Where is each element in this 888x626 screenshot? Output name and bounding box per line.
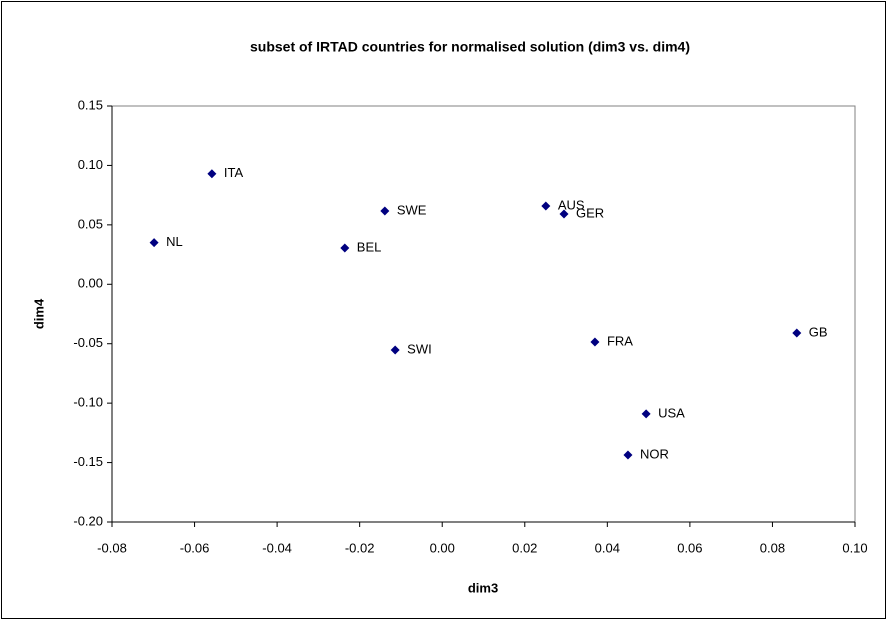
data-point — [340, 243, 350, 253]
x-tick-label: 0.10 — [842, 540, 867, 555]
data-point — [641, 409, 651, 419]
point-label: SWI — [407, 341, 432, 356]
x-tick-label: -0.06 — [180, 540, 210, 555]
data-point — [390, 345, 400, 355]
point-label: AUS — [558, 197, 585, 212]
plot-area — [111, 105, 856, 523]
point-label: SWE — [397, 202, 427, 217]
y-tick-label: -0.20 — [73, 513, 103, 528]
y-tick-label: 0.15 — [78, 97, 103, 112]
point-label: NL — [166, 234, 183, 249]
x-tick-label: -0.02 — [345, 540, 375, 555]
point-label: GB — [809, 324, 828, 339]
y-tick-label: 0.10 — [78, 157, 103, 172]
point-label: ITA — [224, 165, 244, 180]
x-axis-label: dim3 — [468, 580, 498, 595]
y-tick-label: -0.15 — [73, 454, 103, 469]
data-point — [590, 337, 600, 347]
data-point — [207, 169, 217, 179]
data-point — [541, 201, 551, 211]
point-label: BEL — [357, 239, 382, 254]
data-point — [559, 209, 569, 219]
data-point — [380, 206, 390, 216]
chart-title: subset of IRTAD countries for normalised… — [250, 39, 690, 55]
point-label: USA — [658, 405, 685, 420]
point-label: NOR — [640, 446, 669, 461]
point-label: FRA — [607, 333, 633, 348]
y-tick-label: 0.00 — [78, 276, 103, 291]
y-tick-label: -0.10 — [73, 395, 103, 410]
x-tick-label: -0.04 — [262, 540, 292, 555]
data-point — [623, 450, 633, 460]
point-label: GER — [576, 205, 604, 220]
x-tick-label: 0.08 — [760, 540, 785, 555]
y-tick-label: 0.05 — [78, 216, 103, 231]
y-tick-label: -0.05 — [73, 335, 103, 350]
y-axis-label: dim4 — [31, 298, 46, 329]
x-tick-label: 0.00 — [430, 540, 455, 555]
x-tick-label: 0.06 — [677, 540, 702, 555]
data-point — [149, 238, 159, 248]
data-point — [792, 328, 802, 338]
x-tick-label: 0.04 — [595, 540, 620, 555]
x-tick-label: -0.08 — [97, 540, 127, 555]
x-tick-label: 0.02 — [512, 540, 537, 555]
